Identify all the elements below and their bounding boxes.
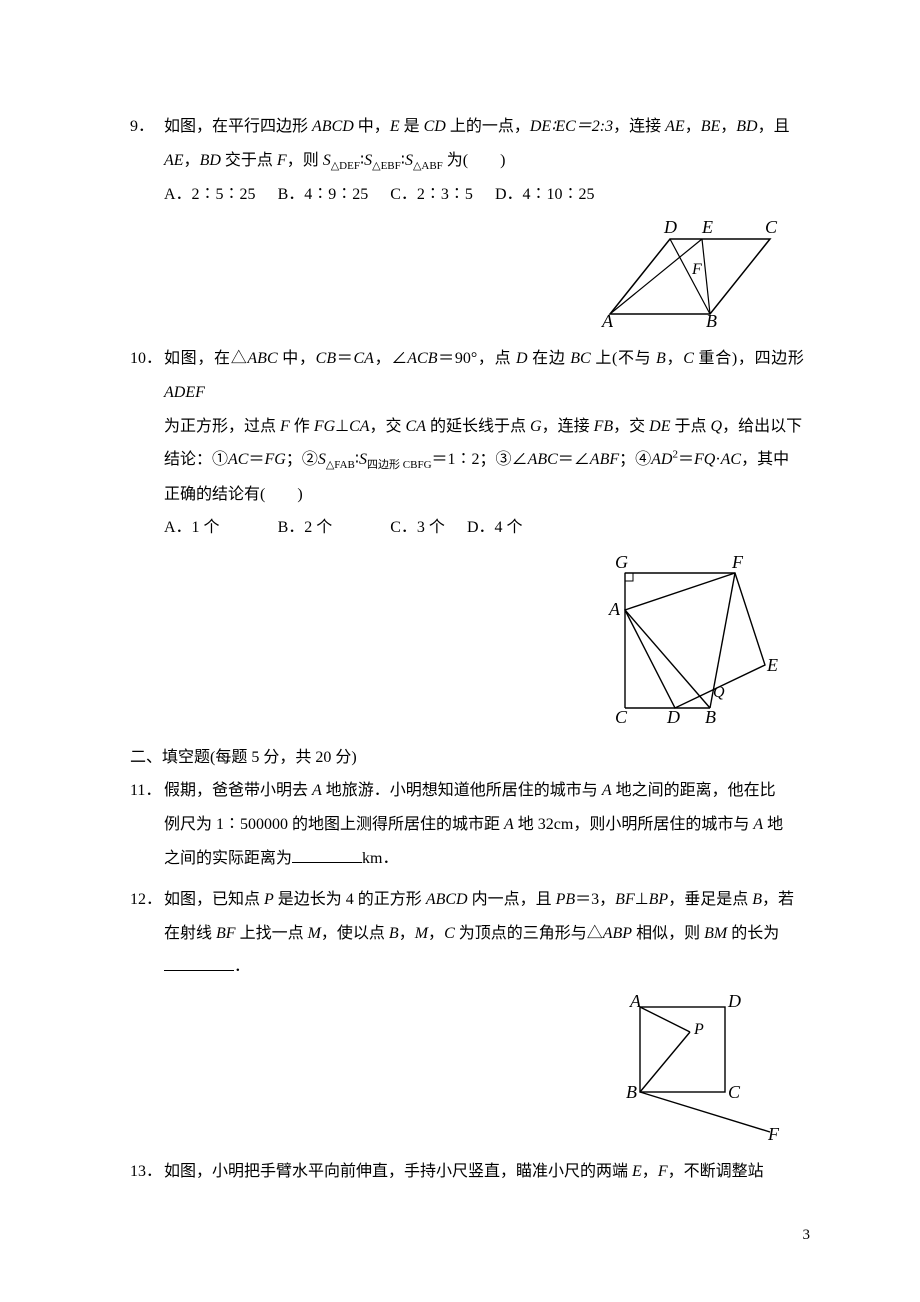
svg-text:D: D [663, 219, 677, 237]
svg-text:E: E [701, 219, 713, 237]
svg-text:E: E [766, 655, 778, 675]
question-10: 10． 如图，在△ABC 中，CB＝CA，∠ACB＝90°，点 D 在边 BC … [130, 342, 810, 544]
q9-opt-d: D．4∶10∶25 [495, 178, 595, 212]
question-12: 12． 如图，已知点 P 是边长为 4 的正方形 ABCD 内一点，且 PB＝3… [130, 883, 810, 984]
question-9: 9． 如图，在平行四边形 ABCD 中，E 是 CD 上的一点，DE∶EC＝2:… [130, 110, 810, 211]
q10-svg: G F A E C D B Q [605, 553, 780, 728]
svg-text:F: F [691, 261, 702, 278]
svg-text:A: A [601, 311, 614, 329]
q10-opt-b: B．2 个 [278, 511, 333, 545]
q12-figure: A D P B C F [130, 992, 810, 1147]
svg-text:F: F [731, 553, 744, 572]
q13-body: 如图，小明把手臂水平向前伸直，手持小尺竖直，瞄准小尺的两端 E，F，不断调整站 [164, 1155, 804, 1189]
svg-text:F: F [767, 1124, 780, 1142]
q10-figure: G F A E C D B Q [130, 553, 810, 733]
q12-svg: A D P B C F [620, 992, 780, 1142]
svg-text:D: D [666, 707, 680, 727]
svg-text:G: G [615, 553, 628, 572]
q12-body: 如图，已知点 P 是边长为 4 的正方形 ABCD 内一点，且 PB＝3，BF⊥… [164, 883, 804, 984]
q11-blank [292, 846, 362, 863]
svg-text:C: C [765, 219, 778, 237]
svg-text:Q: Q [713, 684, 725, 701]
q9-figure: D E C A B F [130, 219, 810, 334]
q11-body: 假期，爸爸带小明去 A 地旅游．小明想知道他所居住的城市与 A 地之间的距离，他… [164, 774, 804, 875]
svg-text:D: D [727, 992, 741, 1011]
q10-opt-a: A．1 个 [164, 511, 220, 545]
q9-opt-a: A．2∶5∶25 [164, 178, 256, 212]
q10-number: 10． [130, 342, 160, 376]
svg-text:B: B [626, 1082, 637, 1102]
q9-body: 如图，在平行四边形 ABCD 中，E 是 CD 上的一点，DE∶EC＝2:3，连… [164, 110, 804, 211]
q9-opt-b: B．4∶9∶25 [278, 178, 369, 212]
section-2-header: 二、填空题(每题 5 分，共 20 分) [130, 741, 810, 775]
svg-text:C: C [728, 1082, 741, 1102]
q10-body: 如图，在△ABC 中，CB＝CA，∠ACB＝90°，点 D 在边 BC 上(不与… [164, 342, 804, 544]
q11-number: 11． [130, 774, 160, 808]
svg-text:B: B [706, 311, 717, 329]
svg-text:P: P [693, 1021, 704, 1038]
q12-blank [164, 954, 234, 971]
svg-text:A: A [608, 599, 621, 619]
page-number: 3 [803, 1227, 811, 1244]
question-13: 13． 如图，小明把手臂水平向前伸直，手持小尺竖直，瞄准小尺的两端 E，F，不断… [130, 1155, 810, 1189]
q10-opt-d: D．4 个 [467, 511, 523, 545]
q13-number: 13． [130, 1155, 160, 1189]
q10-opt-c: C．3 个 [390, 511, 445, 545]
q9-opt-c: C．2∶3∶5 [390, 178, 473, 212]
svg-text:C: C [615, 707, 628, 727]
q9-number: 9． [130, 110, 160, 144]
question-11: 11． 假期，爸爸带小明去 A 地旅游．小明想知道他所居住的城市与 A 地之间的… [130, 774, 810, 875]
q9-svg: D E C A B F [600, 219, 780, 329]
svg-text:B: B [705, 707, 716, 727]
q12-number: 12． [130, 883, 160, 917]
svg-text:A: A [629, 992, 642, 1011]
